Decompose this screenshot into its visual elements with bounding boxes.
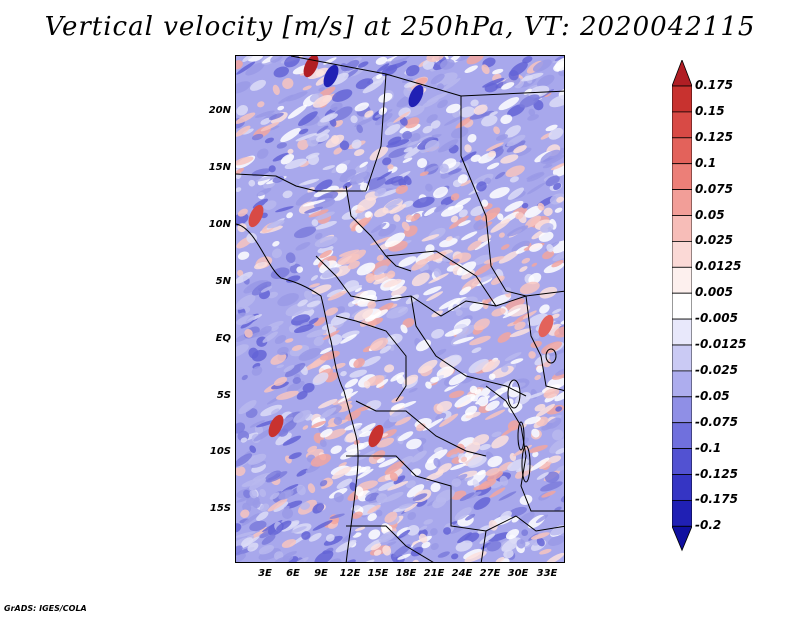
lon-label-12e: 12E — [339, 568, 361, 579]
colorbar-tick-label: 0.125 — [695, 129, 733, 144]
lon-label-27e: 27E — [479, 568, 501, 579]
colorbar-tick-label: 0.175 — [695, 78, 733, 92]
colorbar-tick-label: -0.025 — [695, 362, 738, 377]
colorbar-segment — [672, 448, 692, 475]
colorbar-tick-label: -0.075 — [695, 414, 738, 429]
lake-outline — [517, 421, 525, 451]
border-line — [236, 223, 359, 562]
colorbar-tick-label: -0.125 — [695, 466, 738, 481]
colorbar-tick-label: 0.0125 — [695, 259, 742, 274]
vertical-velocity-field — [236, 56, 564, 562]
lake-outline — [507, 379, 521, 409]
lake-outline — [521, 445, 531, 483]
colorbar-segment — [672, 266, 692, 294]
colorbar-tick-label: -0.005 — [695, 311, 738, 326]
colorbar-segment — [672, 240, 692, 268]
lon-label-21e: 21E — [423, 568, 445, 579]
border-line — [365, 73, 387, 192]
colorbar-segment — [672, 474, 692, 501]
colorbar-tick-label: 0.075 — [695, 181, 733, 196]
strong-cell — [248, 204, 264, 228]
border-line — [346, 525, 434, 562]
colorbar-segment — [672, 292, 692, 320]
colorbar — [672, 60, 692, 552]
map-panel — [235, 55, 565, 563]
border-line — [236, 173, 366, 192]
border-line — [515, 515, 564, 532]
lat-label-5s: 5S — [216, 390, 231, 401]
colorbar-tick-label: -0.05 — [695, 388, 730, 403]
lat-label-10n: 10N — [208, 219, 231, 230]
lat-label-15s: 15S — [209, 503, 231, 514]
lat-label-10s: 10S — [209, 446, 231, 457]
colorbar-segment — [672, 344, 692, 372]
colorbar-tick-label: 0.025 — [695, 233, 733, 248]
strong-cell — [323, 64, 339, 88]
colorbar-tick-label: 0.005 — [695, 285, 733, 300]
lon-label-3e: 3E — [258, 568, 272, 579]
colorbar-top-arrow — [672, 60, 692, 87]
colorbar-segment — [672, 111, 692, 139]
border-line — [525, 295, 564, 392]
colorbar-bottom-arrow — [672, 525, 692, 552]
lon-label-15e: 15E — [367, 568, 389, 579]
border-line — [480, 530, 487, 562]
colorbar-tick-label: 0.1 — [695, 155, 717, 170]
border-line — [335, 315, 407, 402]
colorbar-segment — [672, 499, 692, 527]
strong-cell — [268, 414, 284, 438]
colorbar-tick-label: 0.05 — [695, 207, 725, 222]
lon-label-9e: 9E — [314, 568, 328, 579]
strong-cell — [408, 84, 424, 108]
strong-cell — [538, 314, 554, 338]
lat-label-5n: 5N — [215, 276, 231, 287]
lat-label-15n: 15N — [208, 162, 231, 173]
colorbar-segment — [672, 422, 692, 450]
colorbar-tick-label: -0.0125 — [695, 337, 747, 351]
lake-outline — [545, 348, 557, 364]
lon-label-24e: 24E — [451, 568, 473, 579]
lat-label-20n: 20N — [208, 105, 231, 116]
colorbar-tick-label: -0.175 — [695, 492, 738, 507]
colorbar-segment — [672, 215, 692, 242]
colorbar-segment — [672, 163, 692, 190]
lon-label-18e: 18E — [395, 568, 417, 579]
colorbar-segment — [672, 137, 692, 165]
border-line — [290, 56, 462, 156]
colorbar-tick-label: -0.2 — [695, 518, 722, 533]
grads-credit: GrADS: IGES/COLA — [4, 604, 87, 613]
chart-title: Vertical velocity [m/s] at 250hPa, VT: 2… — [44, 12, 756, 42]
colorbar-segment — [672, 396, 692, 424]
political-boundaries — [236, 56, 564, 562]
border-line — [385, 250, 497, 307]
lon-label-6e: 6E — [286, 568, 300, 579]
border-line — [485, 385, 564, 512]
border-line — [345, 185, 412, 272]
border-line — [460, 155, 564, 297]
colorbar-tick-label: -0.1 — [695, 440, 722, 455]
lon-label-33e: 33E — [536, 568, 558, 579]
field-blobs — [236, 56, 564, 562]
colorbar-segment — [672, 85, 692, 113]
lat-label-eq: EQ — [215, 333, 231, 344]
colorbar-tick-label: 0.15 — [695, 103, 725, 118]
colorbar-segment — [672, 189, 692, 216]
strong-cell — [368, 424, 384, 448]
border-line — [355, 400, 487, 457]
colorbar-segment — [672, 318, 692, 346]
border-line — [460, 90, 564, 97]
border-line — [410, 295, 527, 397]
colorbar-segment — [672, 370, 692, 398]
lon-label-30e: 30E — [507, 568, 529, 579]
